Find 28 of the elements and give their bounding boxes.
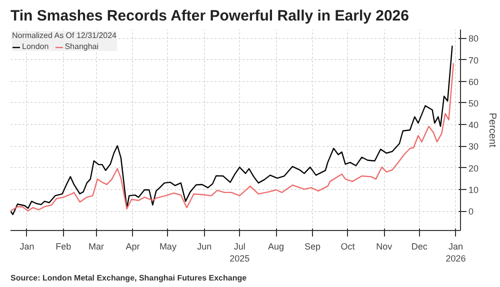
x-tick-label: Dec xyxy=(411,242,428,252)
y-tick-label: 10 xyxy=(468,184,479,195)
x-tick-label: Oct xyxy=(340,242,356,252)
y-tick-label: 50 xyxy=(468,98,479,108)
x-tick-label: Sep xyxy=(304,242,320,252)
legend-title: Normalized As Of 12/31/2024 xyxy=(12,31,117,40)
x-tick-label: Feb xyxy=(56,242,72,252)
x-tick-label: Aug xyxy=(268,242,284,252)
y-axis-title: Percent xyxy=(486,112,498,148)
x-tick-label: Jan xyxy=(20,242,34,252)
legend-label: Shanghai xyxy=(64,42,99,51)
x-tick-label: Jan 2026 xyxy=(446,242,466,264)
x-tick-label: Mar xyxy=(88,242,104,252)
y-tick-label: 30 xyxy=(468,142,479,152)
y-tick-label: 60 xyxy=(468,76,479,87)
x-tick-label: Apr xyxy=(126,242,140,252)
source-note: Source: London Metal Exchange, Shanghai Futures Exchange xyxy=(10,274,248,282)
x-tick-label: Jul 2025 xyxy=(230,242,250,264)
x-tick-label: Nov xyxy=(376,242,393,252)
x-tick-label: May xyxy=(159,242,177,252)
y-tick-label: 20 xyxy=(468,163,479,174)
legend-label: London xyxy=(22,42,49,51)
y-tick-label: 0 xyxy=(468,206,474,217)
y-tick-label: 80 xyxy=(468,34,479,44)
y-tick-label: 70 xyxy=(468,55,479,66)
y-tick-label: 40 xyxy=(468,120,479,130)
chart-title: Tin Smashes Records After Powerful Rally in Early 2026 xyxy=(10,8,409,24)
x-tick-label: Jun xyxy=(197,242,212,252)
